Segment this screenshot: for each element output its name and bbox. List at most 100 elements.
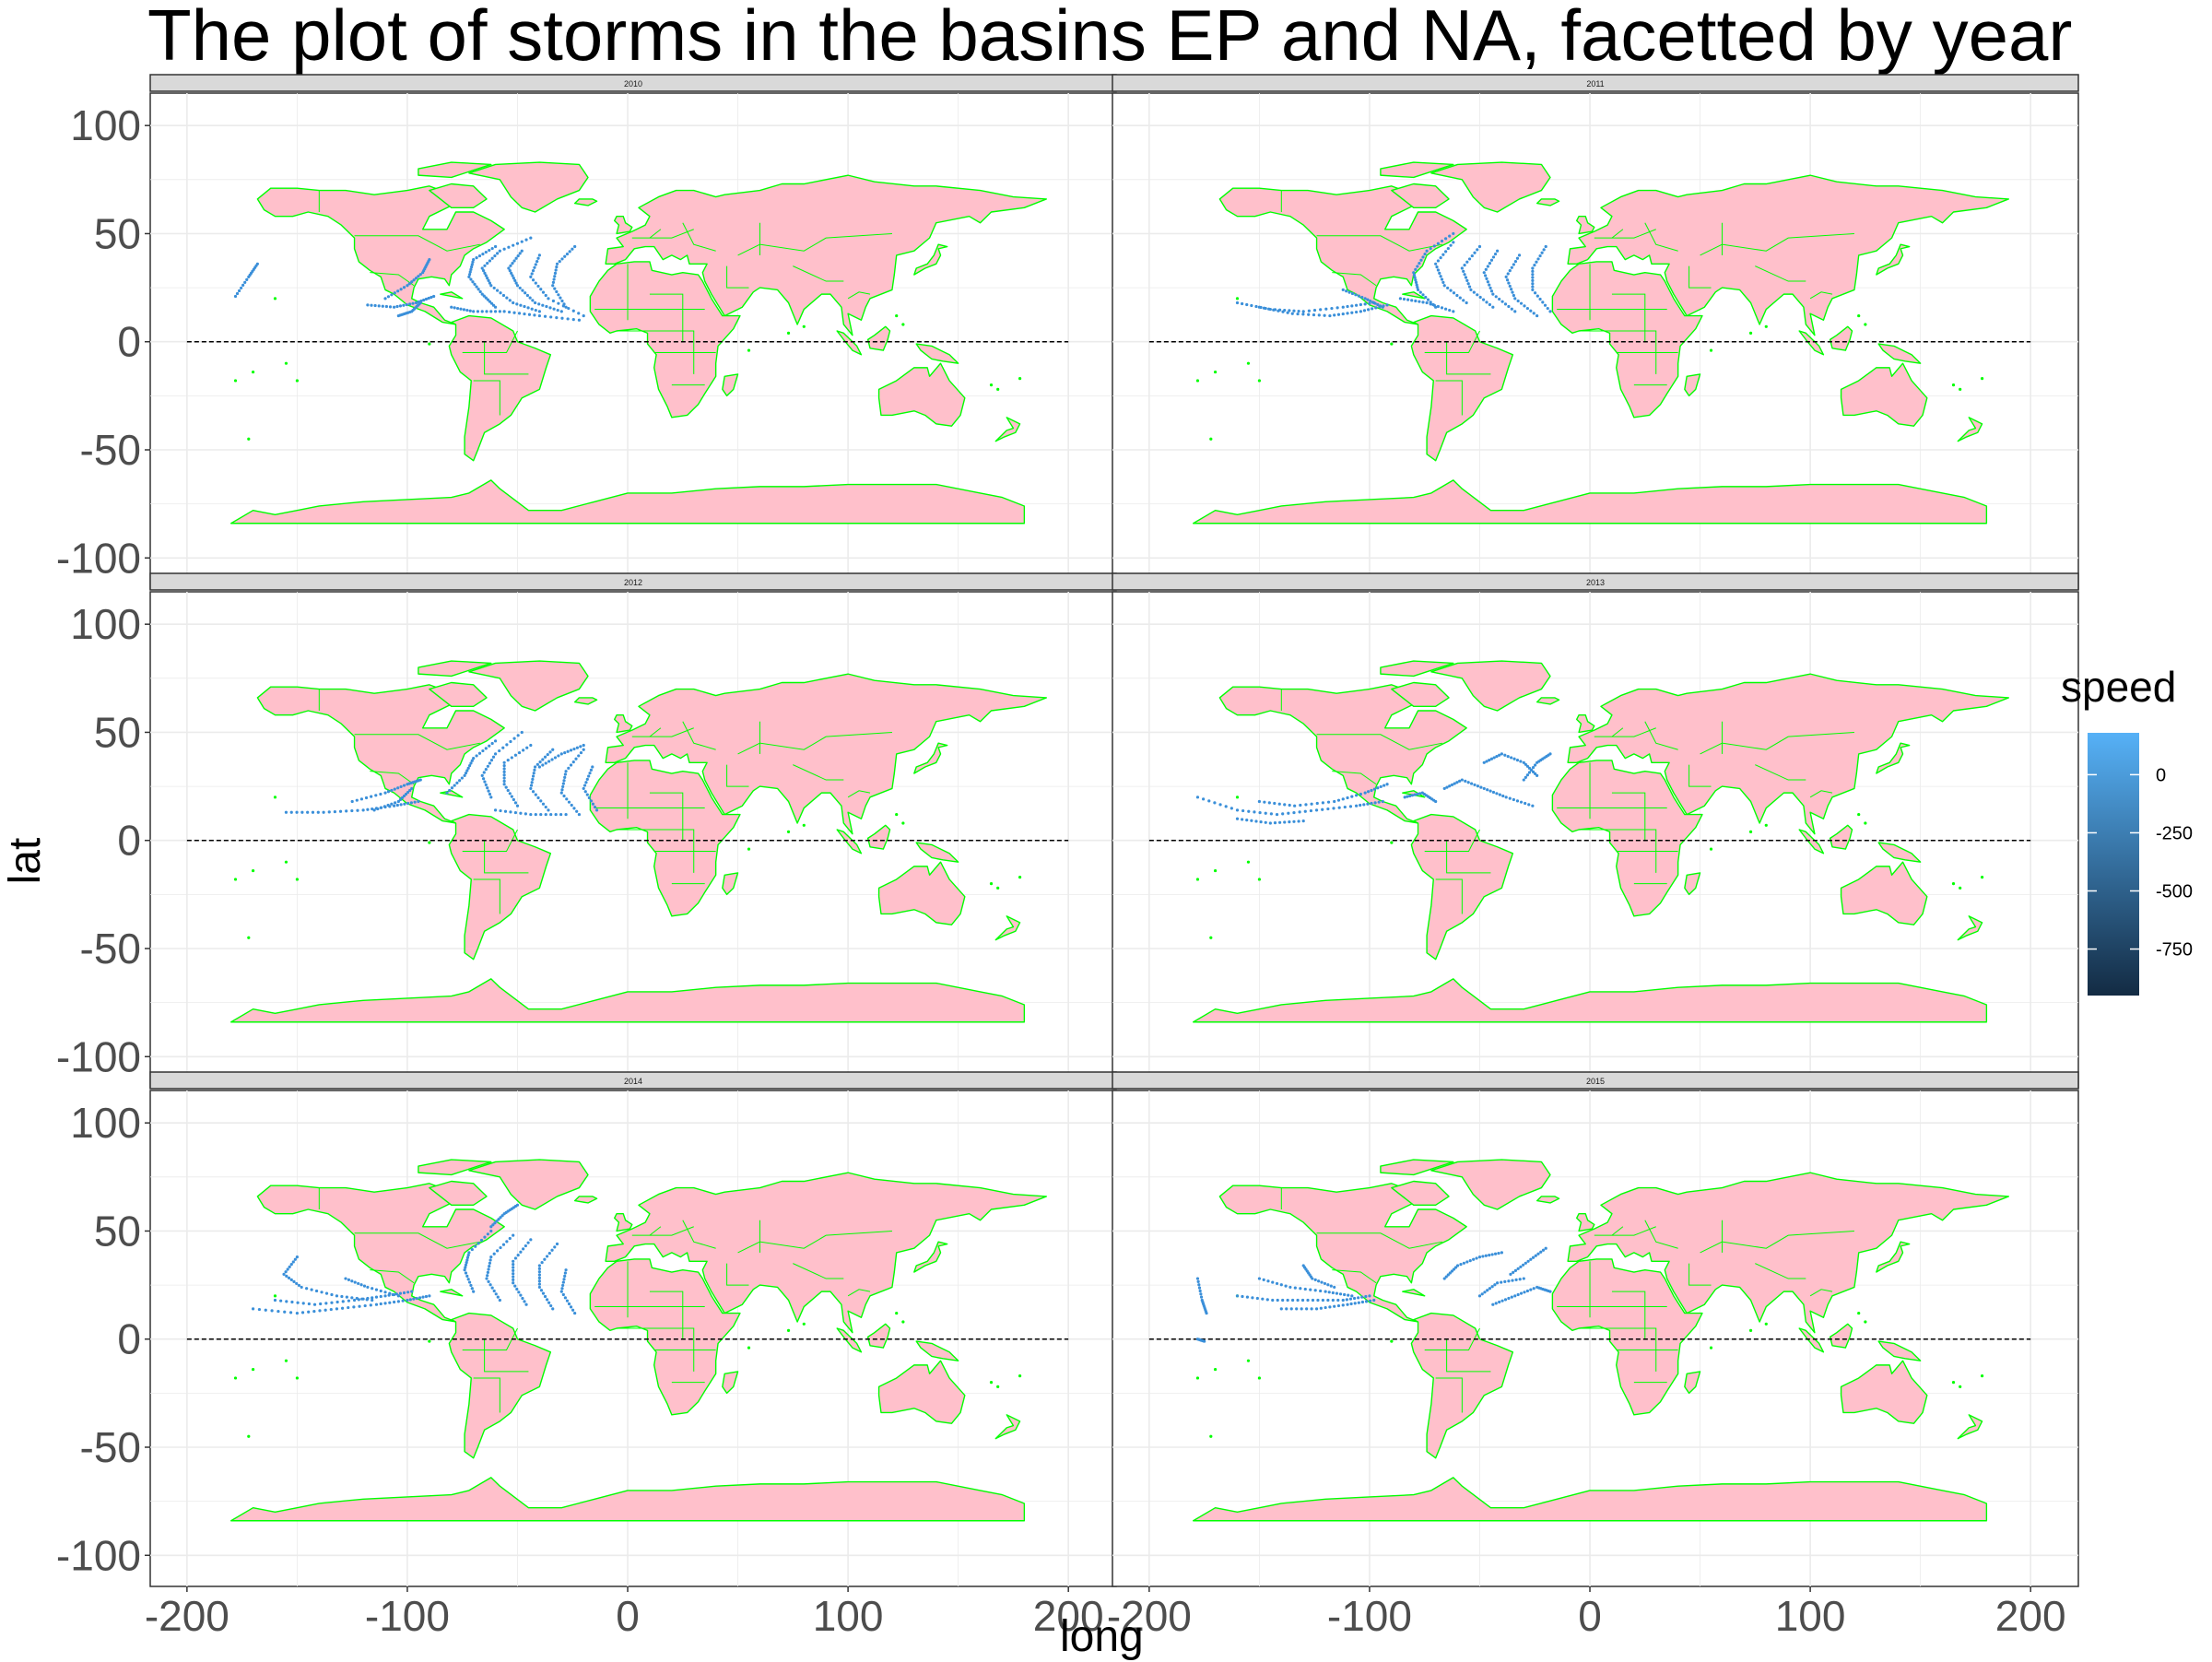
storm-point	[1288, 309, 1291, 312]
storm-point	[410, 1290, 414, 1293]
storm-point	[1255, 1296, 1259, 1301]
storm-track	[1257, 303, 1389, 318]
storm-track	[493, 808, 568, 817]
storm-point	[1376, 786, 1380, 790]
storm-point	[531, 790, 535, 794]
storm-point	[1271, 1280, 1275, 1284]
storm-point	[543, 314, 547, 318]
island	[1857, 812, 1861, 817]
storm-point	[305, 1287, 309, 1291]
land-japan	[1876, 742, 1911, 774]
land-new-guinea	[915, 842, 959, 863]
storm-point	[1525, 1289, 1529, 1293]
storm-point	[1341, 312, 1345, 316]
storm-point	[1473, 251, 1477, 254]
storm-point	[562, 1278, 566, 1281]
storm-point	[344, 1277, 347, 1280]
storm-point	[1476, 293, 1479, 297]
storm-point	[1230, 807, 1233, 810]
storm-track	[537, 1242, 559, 1311]
storm-point	[1466, 781, 1470, 784]
storm-point	[1462, 299, 1465, 302]
country-border	[1424, 829, 1480, 852]
storm-point	[471, 280, 475, 284]
storm-point	[1441, 280, 1445, 284]
storm-point	[459, 307, 463, 311]
storm-point	[1319, 308, 1323, 312]
storm-point	[517, 750, 522, 755]
storm-point	[1283, 803, 1287, 807]
storm-point	[1299, 803, 1302, 807]
x-tick-label: 200	[1995, 1592, 2066, 1640]
storm-point	[1429, 246, 1432, 251]
storm-point	[1448, 308, 1452, 312]
storm-point	[453, 784, 456, 787]
storm-point	[1354, 303, 1359, 307]
storm-point	[509, 739, 512, 744]
y-tick-label: 100	[70, 101, 141, 149]
storm-point	[1350, 311, 1354, 314]
storm-point	[465, 1261, 468, 1265]
storm-point	[450, 786, 454, 790]
storm-point	[489, 1229, 493, 1233]
storm-point	[1250, 303, 1253, 308]
land-australia	[877, 861, 966, 925]
storm-point	[363, 1303, 367, 1308]
land-new-zealand	[994, 1414, 1021, 1440]
storm-point	[1281, 1298, 1285, 1302]
storm-point	[362, 1284, 367, 1288]
panel-content	[1112, 592, 2078, 1088]
storm-point	[306, 810, 310, 814]
storm-point	[469, 267, 473, 271]
storm-point	[511, 262, 514, 265]
storm-point	[463, 1268, 466, 1272]
storm-point	[1455, 293, 1459, 298]
storm-point	[390, 293, 394, 297]
island	[1857, 1311, 1861, 1315]
chart-title: The plot of storms in the basins EP and …	[147, 0, 2073, 76]
storm-point	[1446, 246, 1450, 251]
storm-point	[470, 1247, 474, 1252]
storm-point	[394, 1292, 398, 1296]
island	[295, 1376, 300, 1380]
x-tick-label: -200	[1107, 1592, 1192, 1640]
storm-point	[350, 1296, 354, 1300]
storm-point	[1512, 757, 1516, 760]
storm-point	[483, 780, 487, 784]
storm-point	[405, 302, 408, 307]
land-japan	[913, 1241, 948, 1273]
storm-point	[1470, 782, 1474, 785]
storm-point	[467, 1280, 472, 1284]
storm-point	[544, 293, 547, 298]
storm-point	[1519, 301, 1524, 305]
storm-point	[572, 747, 576, 751]
storm-point	[582, 786, 585, 791]
storm-point	[557, 293, 560, 297]
storm-point	[1406, 298, 1410, 301]
storm-point	[1331, 1298, 1335, 1302]
country-border	[1446, 840, 1491, 874]
storm-point	[360, 1297, 364, 1301]
island	[996, 387, 1000, 391]
storm-point	[458, 779, 462, 783]
storm-point	[412, 1297, 416, 1301]
storm-point	[396, 799, 400, 804]
storm-point	[1301, 819, 1305, 823]
storm-point	[571, 760, 575, 764]
storm-point	[300, 1285, 303, 1290]
storm-point	[1235, 808, 1240, 812]
island	[1213, 370, 1218, 374]
storm-point	[1529, 1257, 1533, 1261]
storm-point	[366, 807, 370, 811]
storm-point	[1241, 1294, 1244, 1299]
country-border	[1644, 1220, 1678, 1249]
storm-point	[483, 264, 487, 267]
storm-point	[481, 269, 486, 273]
country-border	[649, 1226, 694, 1236]
storm-point	[513, 753, 518, 757]
storm-point	[1272, 308, 1276, 312]
land-australia	[1840, 1360, 1928, 1424]
storm-point	[396, 786, 400, 790]
storm-point	[1412, 271, 1416, 275]
